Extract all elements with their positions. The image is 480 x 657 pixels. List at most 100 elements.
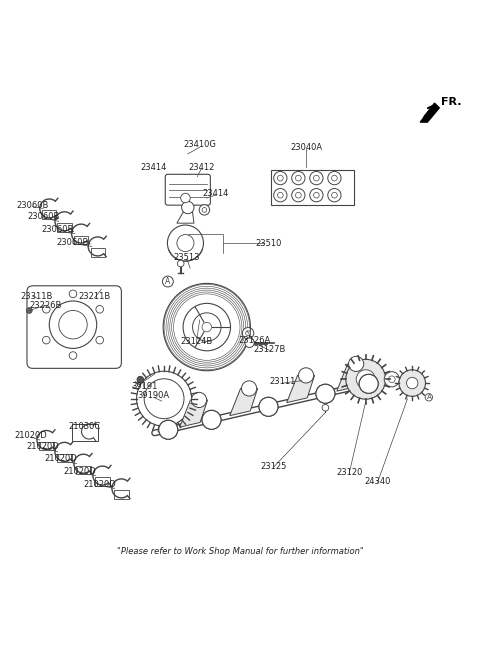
Circle shape — [292, 189, 305, 202]
Text: 39191: 39191 — [131, 382, 157, 392]
Text: 21020D: 21020D — [63, 467, 96, 476]
Text: 23414: 23414 — [141, 163, 167, 171]
Text: 23410G: 23410G — [183, 141, 216, 149]
FancyBboxPatch shape — [39, 442, 54, 451]
Circle shape — [346, 359, 385, 399]
FancyBboxPatch shape — [76, 466, 91, 474]
Circle shape — [274, 189, 287, 202]
FancyBboxPatch shape — [91, 248, 105, 257]
FancyBboxPatch shape — [57, 223, 72, 232]
Text: 23311B: 23311B — [21, 292, 53, 301]
Text: 21020D: 21020D — [27, 442, 60, 451]
Polygon shape — [230, 388, 258, 416]
Text: 23124B: 23124B — [180, 337, 213, 346]
Circle shape — [310, 189, 323, 202]
FancyBboxPatch shape — [27, 286, 121, 369]
FancyBboxPatch shape — [57, 454, 72, 463]
Text: A: A — [165, 277, 170, 286]
Circle shape — [192, 313, 221, 341]
FancyBboxPatch shape — [165, 174, 210, 205]
Circle shape — [241, 381, 257, 396]
Circle shape — [26, 307, 32, 313]
Circle shape — [49, 301, 96, 348]
Circle shape — [180, 193, 190, 203]
Polygon shape — [337, 364, 365, 391]
Text: 23060B: 23060B — [41, 225, 73, 235]
Circle shape — [356, 370, 375, 389]
Circle shape — [159, 420, 178, 440]
Circle shape — [332, 193, 337, 198]
Circle shape — [359, 374, 378, 394]
Polygon shape — [287, 375, 314, 403]
Circle shape — [332, 175, 337, 181]
Circle shape — [69, 351, 77, 359]
Circle shape — [316, 384, 335, 403]
Text: 23060B: 23060B — [57, 238, 89, 246]
Circle shape — [407, 377, 418, 389]
Text: 23226B: 23226B — [29, 301, 61, 309]
Text: 23060B: 23060B — [16, 200, 48, 210]
Text: 23414: 23414 — [202, 189, 228, 198]
FancyBboxPatch shape — [96, 478, 109, 486]
Text: 21020D: 21020D — [15, 431, 48, 440]
Text: 23125: 23125 — [260, 462, 287, 470]
Circle shape — [96, 336, 104, 344]
FancyBboxPatch shape — [72, 424, 98, 441]
Text: 23040A: 23040A — [290, 143, 323, 152]
Circle shape — [296, 175, 301, 181]
Circle shape — [259, 397, 278, 417]
Circle shape — [59, 311, 87, 339]
Circle shape — [316, 384, 335, 403]
Circle shape — [313, 175, 319, 181]
Circle shape — [159, 420, 178, 440]
Circle shape — [202, 411, 221, 429]
Circle shape — [359, 374, 378, 394]
Text: 39190A: 39190A — [138, 392, 170, 400]
Circle shape — [178, 260, 184, 267]
Circle shape — [199, 205, 210, 215]
Text: 23126A: 23126A — [238, 336, 270, 346]
Circle shape — [144, 379, 184, 419]
Circle shape — [348, 356, 364, 371]
Text: A: A — [426, 394, 431, 400]
Circle shape — [274, 171, 287, 185]
Circle shape — [328, 189, 341, 202]
Circle shape — [242, 328, 254, 339]
Text: 21020D: 21020D — [84, 480, 117, 489]
Circle shape — [202, 411, 221, 429]
Circle shape — [310, 171, 323, 185]
Circle shape — [69, 290, 77, 298]
Circle shape — [168, 225, 204, 261]
Text: 24340: 24340 — [364, 477, 391, 486]
Circle shape — [292, 171, 305, 185]
Text: 23513: 23513 — [174, 253, 200, 262]
Circle shape — [137, 371, 192, 426]
Polygon shape — [420, 103, 439, 122]
Circle shape — [245, 338, 254, 348]
Circle shape — [384, 372, 399, 387]
Circle shape — [277, 175, 283, 181]
Circle shape — [43, 306, 50, 313]
FancyBboxPatch shape — [114, 490, 129, 499]
Circle shape — [259, 397, 278, 417]
Text: 23412: 23412 — [188, 163, 214, 171]
FancyBboxPatch shape — [74, 235, 88, 244]
Circle shape — [96, 306, 104, 313]
Polygon shape — [180, 400, 207, 427]
Text: 23111: 23111 — [269, 377, 296, 386]
Circle shape — [177, 235, 194, 252]
Circle shape — [202, 208, 207, 212]
Text: 23060B: 23060B — [27, 212, 60, 221]
Circle shape — [181, 201, 194, 214]
Circle shape — [322, 405, 329, 411]
Text: 23127B: 23127B — [253, 345, 286, 354]
Circle shape — [246, 331, 251, 336]
Circle shape — [313, 193, 319, 198]
Circle shape — [137, 376, 144, 383]
FancyBboxPatch shape — [42, 210, 56, 219]
Circle shape — [192, 392, 206, 407]
Circle shape — [299, 368, 313, 383]
Polygon shape — [177, 212, 194, 223]
FancyBboxPatch shape — [271, 170, 354, 205]
Circle shape — [183, 304, 230, 351]
